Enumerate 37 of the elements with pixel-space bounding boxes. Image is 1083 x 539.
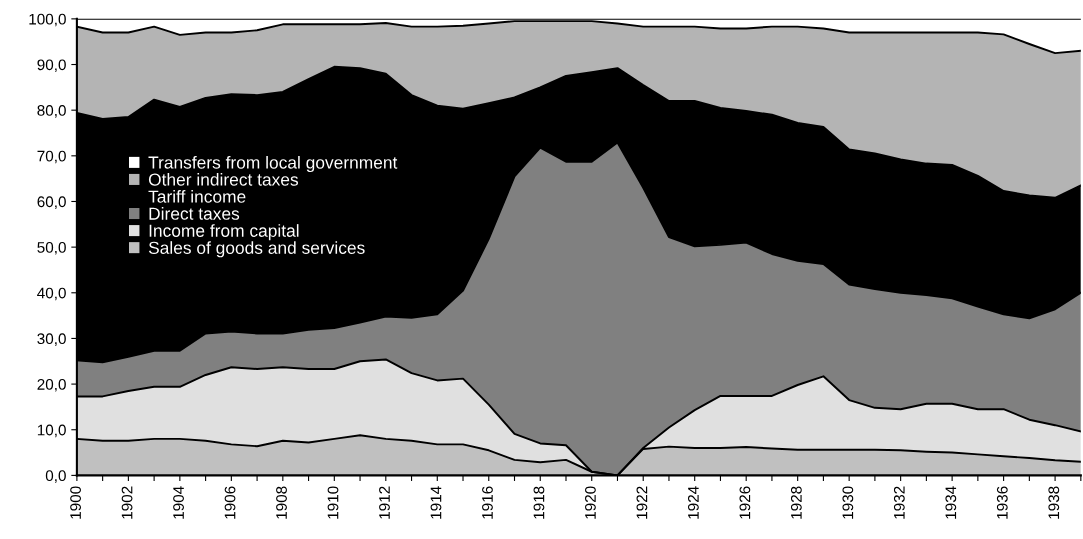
legend-label: Sales of goods and services [148, 241, 365, 258]
y-tick-label: 100,0 [29, 13, 66, 27]
x-tick-label: 1912 [379, 486, 390, 519]
x-tick-label: 1936 [996, 486, 1008, 519]
y-tick-label: 40,0 [37, 287, 66, 301]
x-tick-label: 1924 [687, 486, 699, 519]
x-tick-label: 1914 [430, 486, 442, 519]
x-tick-label: 1930 [842, 486, 854, 519]
x-tick-label: 1926 [739, 486, 751, 519]
x-tick-label: 1904 [173, 486, 184, 519]
y-tick-label: 10,0 [37, 424, 66, 438]
legend-label: Transfers from local government [148, 155, 398, 173]
x-tick-label: 1938 [1048, 486, 1060, 519]
y-tick-label: 20,0 [37, 378, 66, 392]
y-tick-label: 80,0 [37, 105, 66, 118]
x-tick-label: 1906 [224, 486, 236, 519]
y-tick-label: 60,0 [37, 196, 66, 209]
x-tick-label: 1918 [533, 486, 545, 519]
y-tick-label: 70,0 [37, 150, 66, 164]
series-label: Tariff income [148, 190, 246, 203]
y-tick-label: 50,0 [37, 242, 66, 255]
x-tick-label: 1902 [121, 486, 133, 519]
y-tick-label: 0,0 [45, 470, 66, 483]
x-tick-label: 1910 [327, 486, 339, 519]
legend-label: Other indirect taxes [148, 172, 299, 186]
x-tick-label: 1932 [893, 486, 905, 519]
x-tick-label: 1922 [636, 486, 648, 519]
x-tick-label: 1928 [790, 486, 802, 519]
x-tick-label: 1908 [276, 486, 287, 519]
y-tick-label: 30,0 [37, 333, 66, 346]
x-tick-label: 1934 [945, 486, 957, 519]
x-tick-label: 1916 [482, 486, 493, 519]
y-tick-label: 90,0 [37, 59, 66, 73]
x-tick-label: 1920 [585, 486, 596, 519]
legend-label: Income from capital [149, 224, 299, 241]
x-tick-label: 1900 [70, 486, 81, 519]
legend-label: Direct taxes [149, 207, 240, 220]
